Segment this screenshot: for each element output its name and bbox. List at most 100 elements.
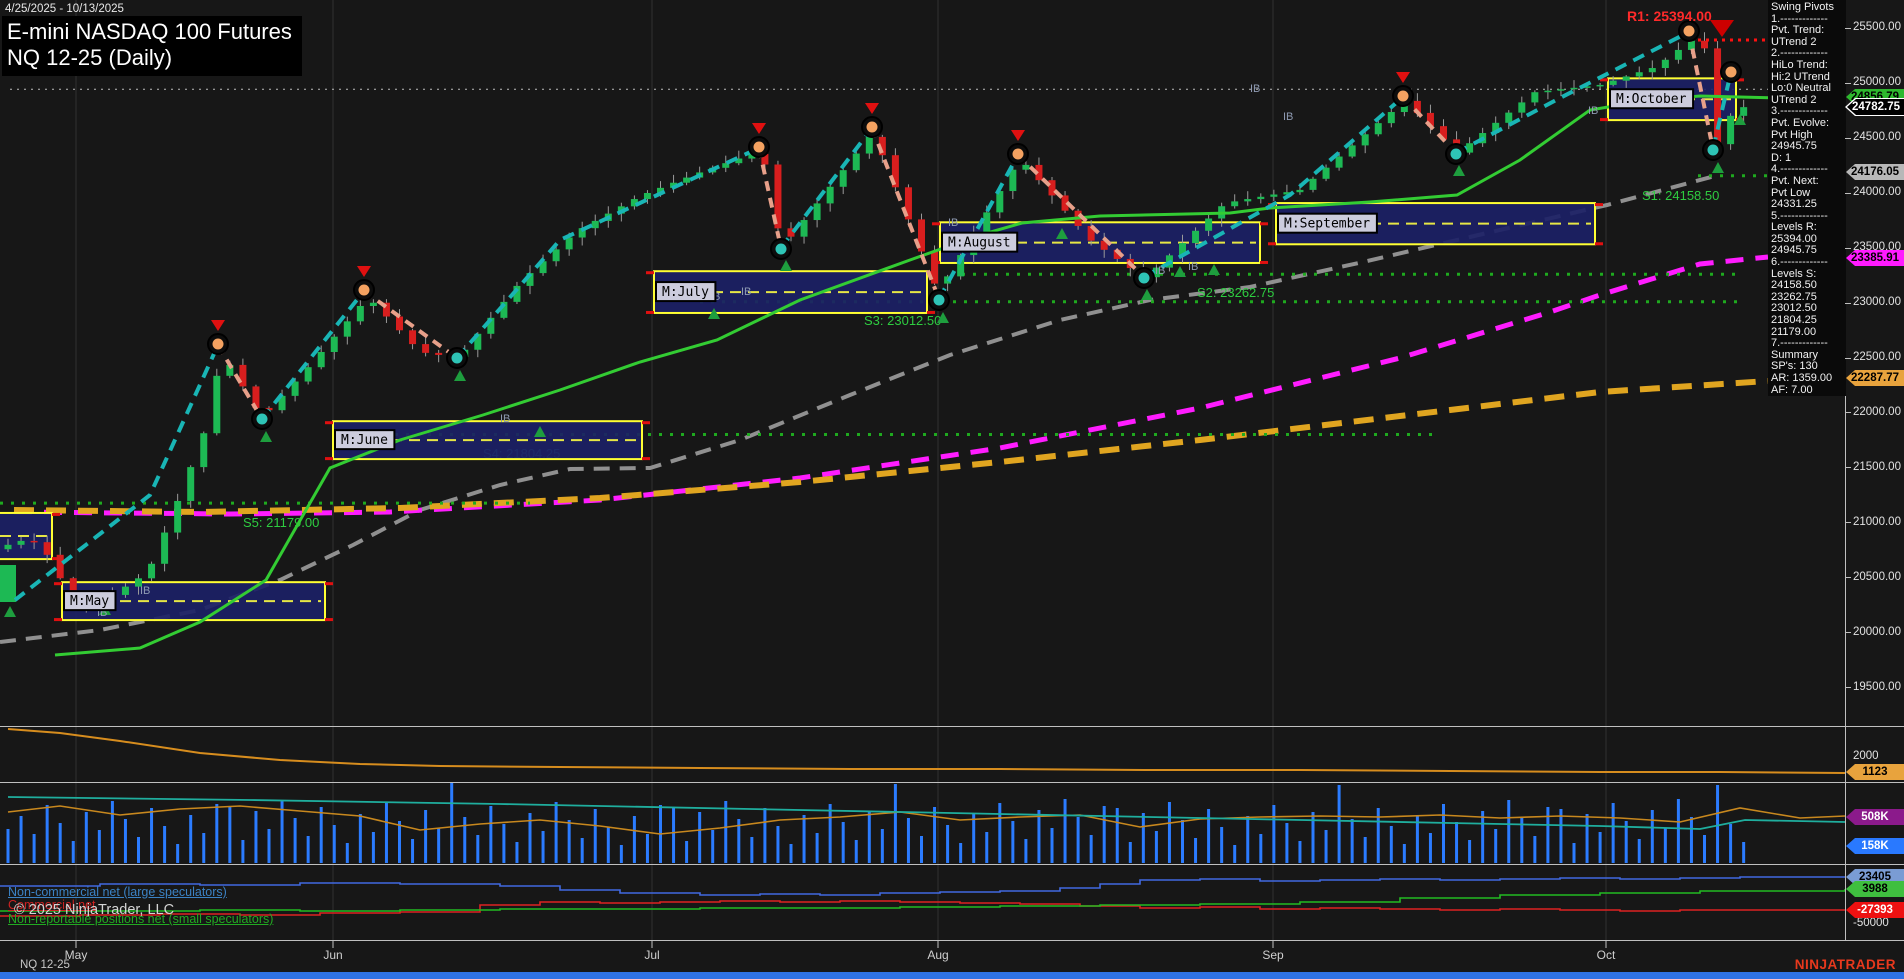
- volume-bar: [293, 818, 297, 863]
- ib-label: IB: [1155, 265, 1165, 277]
- chart-title-line2: NQ 12-25 (Daily): [7, 45, 173, 70]
- price-tick-mark: [1845, 27, 1851, 29]
- volume-bar: [1507, 800, 1511, 863]
- volume-bar: [202, 833, 206, 863]
- volume-bar: [280, 800, 284, 863]
- candlestick: [1087, 225, 1095, 241]
- candlestick: [1544, 90, 1552, 93]
- volume-bar: [985, 832, 989, 863]
- volume-bar: [724, 801, 728, 863]
- volume-bar: [1428, 833, 1432, 863]
- volume-bar: [1063, 799, 1067, 863]
- candlestick: [1622, 76, 1630, 81]
- volume-bar: [1154, 831, 1158, 863]
- month-box-label-chip[interactable]: [334, 429, 396, 451]
- candlestick: [17, 540, 25, 545]
- price-badge: 158K: [1846, 838, 1904, 854]
- candlestick: [526, 273, 534, 286]
- candlestick: [578, 228, 586, 238]
- candlestick: [787, 228, 795, 237]
- volume-bar: [802, 815, 806, 863]
- volume-bar: [1089, 835, 1093, 863]
- candlestick: [1740, 107, 1748, 116]
- candlestick: [317, 351, 325, 368]
- volume-bar: [998, 803, 1002, 863]
- candlestick: [1231, 201, 1239, 207]
- candlestick: [813, 203, 821, 221]
- candlestick: [918, 219, 925, 252]
- volume-bar: [1167, 802, 1171, 863]
- ib-label: IB: [1283, 111, 1293, 123]
- volume-bar: [1259, 834, 1263, 863]
- buy-triangle-icon: [534, 426, 546, 437]
- price-tick-mark: [1845, 577, 1851, 579]
- candlestick: [722, 163, 730, 168]
- candlestick: [1309, 178, 1317, 190]
- candlestick: [135, 578, 142, 587]
- price-badge: 24176.05: [1846, 164, 1904, 180]
- volume-bar: [189, 815, 193, 863]
- price-tick-label: 25500.00: [1853, 21, 1901, 34]
- swing-pivots-line: HiLo Trend:: [1771, 59, 1828, 71]
- volume-bar: [933, 807, 937, 863]
- candlestick: [904, 187, 912, 220]
- candlestick: [1648, 68, 1656, 73]
- candlestick: [174, 500, 182, 533]
- volume-bar: [110, 801, 114, 863]
- candlestick: [1361, 134, 1369, 146]
- swing-pivots-line: 23262.75: [1771, 291, 1817, 303]
- candlestick: [422, 344, 430, 353]
- swing-pivots-line: 3.-------------: [1771, 106, 1828, 118]
- candlestick: [369, 302, 377, 307]
- volume-bar: [137, 837, 140, 863]
- volume-bar: [1729, 824, 1733, 863]
- candlestick: [382, 302, 390, 317]
- candlestick: [1674, 49, 1682, 60]
- month-box-label-chip[interactable]: [1277, 212, 1378, 234]
- swing-pivots-line: SP's: 130: [1771, 361, 1818, 373]
- volume-bar: [1611, 803, 1615, 863]
- ib-label: IB: [948, 217, 958, 229]
- chart-title-line1: E-mini NASDAQ 100 Futures: [7, 19, 292, 44]
- volume-bar: [254, 811, 258, 863]
- candlestick: [591, 220, 599, 229]
- volume-bar: [306, 836, 310, 863]
- candlestick: [1557, 89, 1565, 91]
- price-tick-label: 21000.00: [1853, 515, 1901, 528]
- candlestick: [878, 136, 886, 156]
- cot-legend-small-speculators: Non-reportable positions net (small spec…: [8, 912, 274, 926]
- volume-bar: [32, 834, 36, 863]
- candlestick: [1205, 218, 1213, 231]
- volume-bar: [437, 828, 441, 863]
- volume-bar: [1598, 832, 1602, 863]
- volume-bar: [71, 841, 75, 863]
- ib-label: IB: [741, 286, 751, 298]
- price-tick-mark: [1845, 247, 1851, 249]
- volume-bar: [1050, 828, 1054, 863]
- candlestick: [630, 199, 638, 207]
- volume-bar: [1181, 820, 1184, 863]
- buy-triangle-icon: [1174, 266, 1186, 277]
- candlestick: [1335, 156, 1343, 168]
- month-box-label-chip[interactable]: [63, 590, 117, 612]
- ib-label: IB: [500, 413, 510, 425]
- volume-bar: [750, 837, 754, 863]
- price-tick-label: 23000.00: [1853, 296, 1901, 309]
- candlestick: [1244, 199, 1252, 202]
- volume-bar: [19, 816, 23, 863]
- candlestick: [657, 187, 664, 193]
- month-box-label-chip[interactable]: [941, 231, 1019, 253]
- volume-bar: [763, 808, 767, 863]
- price-badge: 23385.91: [1846, 250, 1904, 266]
- price-badge: 22287.77: [1846, 370, 1904, 386]
- candlestick: [304, 367, 312, 382]
- candlestick: [1270, 194, 1278, 197]
- volume-bar: [645, 834, 649, 863]
- month-box-label-chip[interactable]: [1609, 88, 1695, 110]
- bottom-bar: [0, 972, 1904, 979]
- volume-bar: [1194, 838, 1198, 863]
- volume-bar: [215, 804, 219, 863]
- volume-bar: [1415, 815, 1419, 863]
- month-box-label-chip[interactable]: [655, 281, 717, 303]
